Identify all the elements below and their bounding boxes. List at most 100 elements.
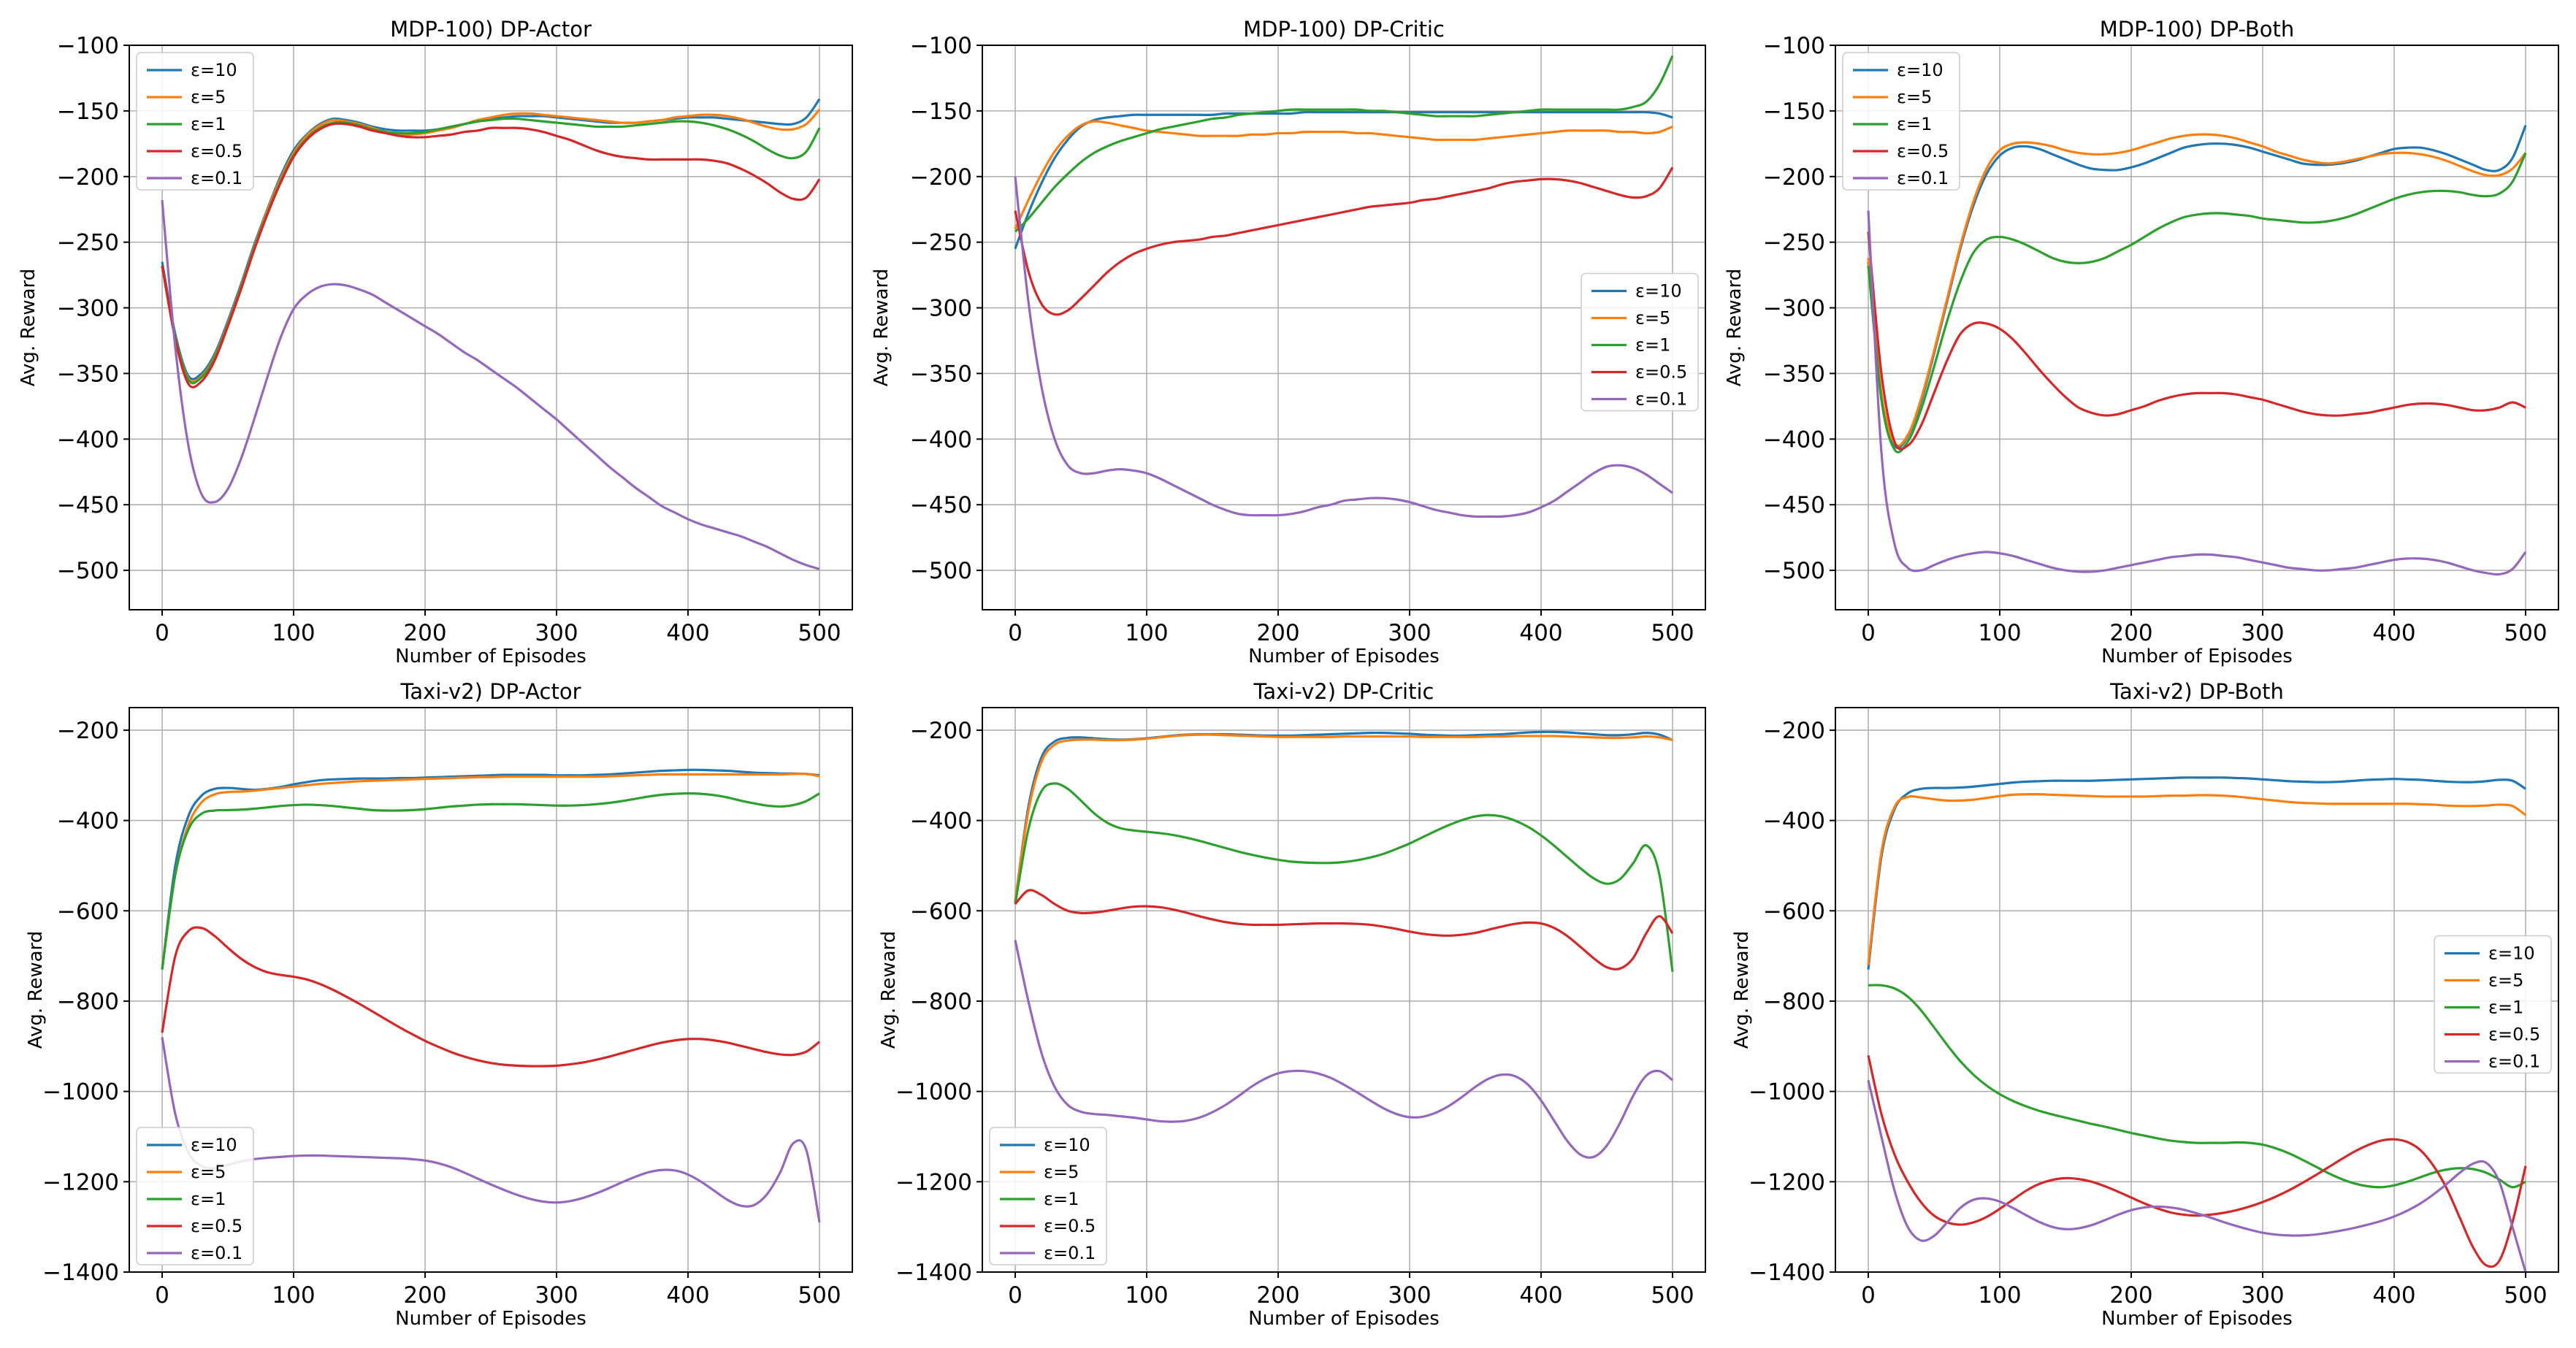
series-line-ε=0.5 [1014,889,1674,970]
x-tick-label: 500 [798,620,841,646]
legend-label: ε=0.1 [1635,389,1687,410]
y-tick-label: −1200 [42,1169,119,1195]
y-tick-label: −1200 [895,1169,972,1195]
y-tick-label: −1000 [1748,1079,1825,1106]
x-tick-label: 0 [155,620,169,646]
y-tick-label: −400 [1763,808,1825,835]
y-tick-label: −150 [1763,99,1825,125]
subplot-4: Taxi-v2) DP-Actor 0 100 200 300 400 500 −200 −40… [25,679,853,1330]
y-tick-label: −150 [910,99,972,125]
x-tick-label: 400 [2372,1282,2415,1309]
y-tick-label: −350 [57,361,119,387]
x-tick-label: 300 [2241,620,2284,646]
legend-label: ε=1 [1044,1189,1079,1209]
legend-label: ε=10 [191,1135,237,1155]
y-axis-label: Avg. Reward [1731,931,1753,1049]
legend-label: ε=0.5 [1635,362,1687,383]
x-axis-label: Number of Episodes [1248,1308,1440,1330]
series-line-ε=10 [1014,110,1673,250]
legend-label: ε=5 [1635,308,1670,329]
legend-label: ε=5 [1897,87,1932,107]
legend-label: ε=5 [2488,970,2523,991]
series-line-ε=10 [161,98,821,380]
legend-label: ε=1 [1635,335,1670,356]
series-lines [1014,55,1674,518]
legend-label: ε=0.5 [1897,141,1949,161]
legend-label: ε=10 [1635,281,1682,302]
series-lines [161,98,821,570]
series-line-ε=0.1 [1014,176,1673,518]
legend-box [136,52,254,191]
y-tick-label: −1400 [1748,1260,1825,1286]
y-tick-label: −300 [1763,296,1825,322]
legend-label: ε=0.1 [2488,1052,2540,1072]
x-tick-label: 200 [1256,620,1299,646]
x-tick-label: 300 [1388,1282,1431,1309]
axes-frame [1835,707,2559,1273]
legend-label: ε=1 [191,114,226,134]
y-tick-label: −100 [1763,33,1825,59]
y-tick-label: −200 [1763,164,1825,191]
subplot-1: MDP-100) DP-Actor 0 100 200 300 400 500 −100 −15… [18,17,853,667]
axes-frame [982,707,1706,1273]
x-tick-label: 200 [403,1282,446,1309]
series-line-ε=0.1 [1867,1079,2527,1272]
series-line-ε=0.1 [1014,940,1673,1159]
x-tick-label: 200 [403,620,446,646]
series-line-ε=1 [1014,55,1674,233]
y-tick-label: −1400 [895,1260,972,1286]
series-line-ε=1 [161,117,821,385]
y-tick-label: −400 [910,808,972,835]
x-tick-label: 200 [1256,1282,1299,1309]
y-tick-label: −500 [57,558,119,584]
legend-label: ε=5 [191,87,226,107]
y-tick-label: −250 [1763,230,1825,256]
x-tick-label: 0 [1008,1282,1023,1309]
x-tick-label: 100 [1125,1282,1168,1309]
x-tick-label: 0 [1861,620,1876,646]
y-tick-label: −500 [910,558,972,584]
x-tick-label: 200 [2109,1282,2152,1309]
x-tick-label: 100 [272,1282,315,1309]
x-tick-label: 300 [2241,1282,2284,1309]
y-tick-label: −250 [57,230,119,256]
subplot-title: MDP-100) DP-Critic [1243,17,1445,42]
y-axis-label: Avg. Reward [18,269,39,387]
subplot-title: MDP-100) DP-Both [2100,17,2295,42]
series-line-ε=0.5 [1867,1054,2527,1268]
legend-box [136,1127,254,1265]
legend: ε=10 ε=5 ε=1 ε=0.5 ε=0.1 [1581,272,1699,412]
x-tick-label: 500 [1651,620,1694,646]
legend-label: ε=0.5 [191,141,242,161]
legend-label: ε=10 [1897,60,1944,80]
x-tick-label: 400 [2372,620,2415,646]
legend-label: ε=10 [191,60,237,80]
x-tick-label: 100 [1978,620,2021,646]
series-lines [1867,125,2527,576]
x-tick-label: 0 [1861,1282,1876,1309]
y-tick-label: −100 [910,33,972,59]
x-tick-label: 300 [1388,620,1431,646]
x-tick-label: 300 [535,1282,578,1309]
series-line-ε=0.5 [161,122,821,388]
y-tick-label: −350 [910,361,972,387]
x-axis-label: Number of Episodes [1248,646,1440,667]
legend-label: ε=0.1 [1897,168,1949,188]
y-tick-label: −1200 [1748,1169,1825,1195]
y-tick-label: −450 [1763,492,1825,518]
y-tick-label: −200 [1763,718,1825,744]
legend-box [2434,935,2552,1074]
y-tick-label: −200 [910,718,972,744]
legend-label: ε=5 [191,1162,226,1182]
y-tick-label: −300 [910,296,972,322]
y-axis-label: Avg. Reward [878,931,900,1049]
legend-label: ε=0.5 [1044,1216,1096,1236]
series-lines [1014,730,1674,1159]
y-tick-label: −800 [1763,989,1825,1015]
y-tick-label: −200 [57,718,119,744]
legend-label: ε=10 [2488,943,2535,964]
legend-label: ε=0.5 [2488,1025,2540,1045]
x-tick-label: 0 [1008,620,1023,646]
subplot-title: Taxi-v2) DP-Actor [400,679,581,704]
